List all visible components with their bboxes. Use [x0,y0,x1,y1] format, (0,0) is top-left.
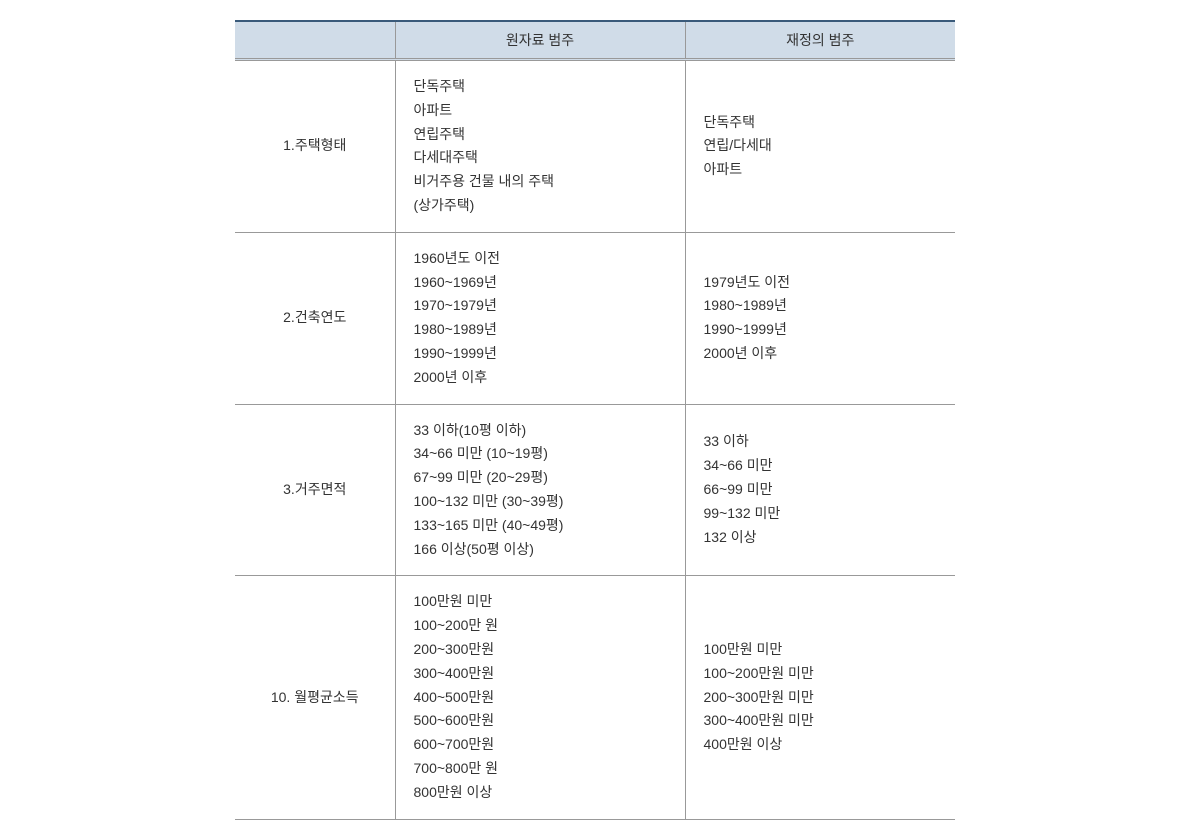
header-col-empty [235,21,395,60]
category-table-container: 원자료 범주 재정의 범주 1.주택형태 단독주택 아파트 연립주택 다세대주택… [235,20,955,820]
cell-redefined-housing-type: 단독주택 연립/다세대 아파트 [685,60,955,233]
table-header: 원자료 범주 재정의 범주 [235,21,955,60]
table-body: 1.주택형태 단독주택 아파트 연립주택 다세대주택 비거주용 건물 내의 주택… [235,60,955,820]
cell-redefined-living-area: 33 이하 34~66 미만 66~99 미만 99~132 미만 132 이상 [685,404,955,576]
cell-redefined-construction-year: 1979년도 이전 1980~1989년 1990~1999년 2000년 이후 [685,232,955,404]
header-row: 원자료 범주 재정의 범주 [235,21,955,60]
table-row: 2.건축연도 1960년도 이전 1960~1969년 1970~1979년 1… [235,232,955,404]
cell-raw-construction-year: 1960년도 이전 1960~1969년 1970~1979년 1980~198… [395,232,685,404]
row-label-monthly-income: 10. 월평균소득 [235,576,395,819]
table-row: 10. 월평균소득 100만원 미만 100~200만 원 200~300만원 … [235,576,955,819]
row-label-living-area: 3.거주면적 [235,404,395,576]
row-label-construction-year: 2.건축연도 [235,232,395,404]
header-col-redefined-category: 재정의 범주 [685,21,955,60]
category-comparison-table: 원자료 범주 재정의 범주 1.주택형태 단독주택 아파트 연립주택 다세대주택… [235,20,955,820]
cell-raw-living-area: 33 이하(10평 이하) 34~66 미만 (10~19평) 67~99 미만… [395,404,685,576]
header-col-raw-category: 원자료 범주 [395,21,685,60]
cell-redefined-monthly-income: 100만원 미만 100~200만원 미만 200~300만원 미만 300~4… [685,576,955,819]
table-row: 3.거주면적 33 이하(10평 이하) 34~66 미만 (10~19평) 6… [235,404,955,576]
cell-raw-monthly-income: 100만원 미만 100~200만 원 200~300만원 300~400만원 … [395,576,685,819]
table-row: 1.주택형태 단독주택 아파트 연립주택 다세대주택 비거주용 건물 내의 주택… [235,60,955,233]
row-label-housing-type: 1.주택형태 [235,60,395,233]
cell-raw-housing-type: 단독주택 아파트 연립주택 다세대주택 비거주용 건물 내의 주택 (상가주택) [395,60,685,233]
